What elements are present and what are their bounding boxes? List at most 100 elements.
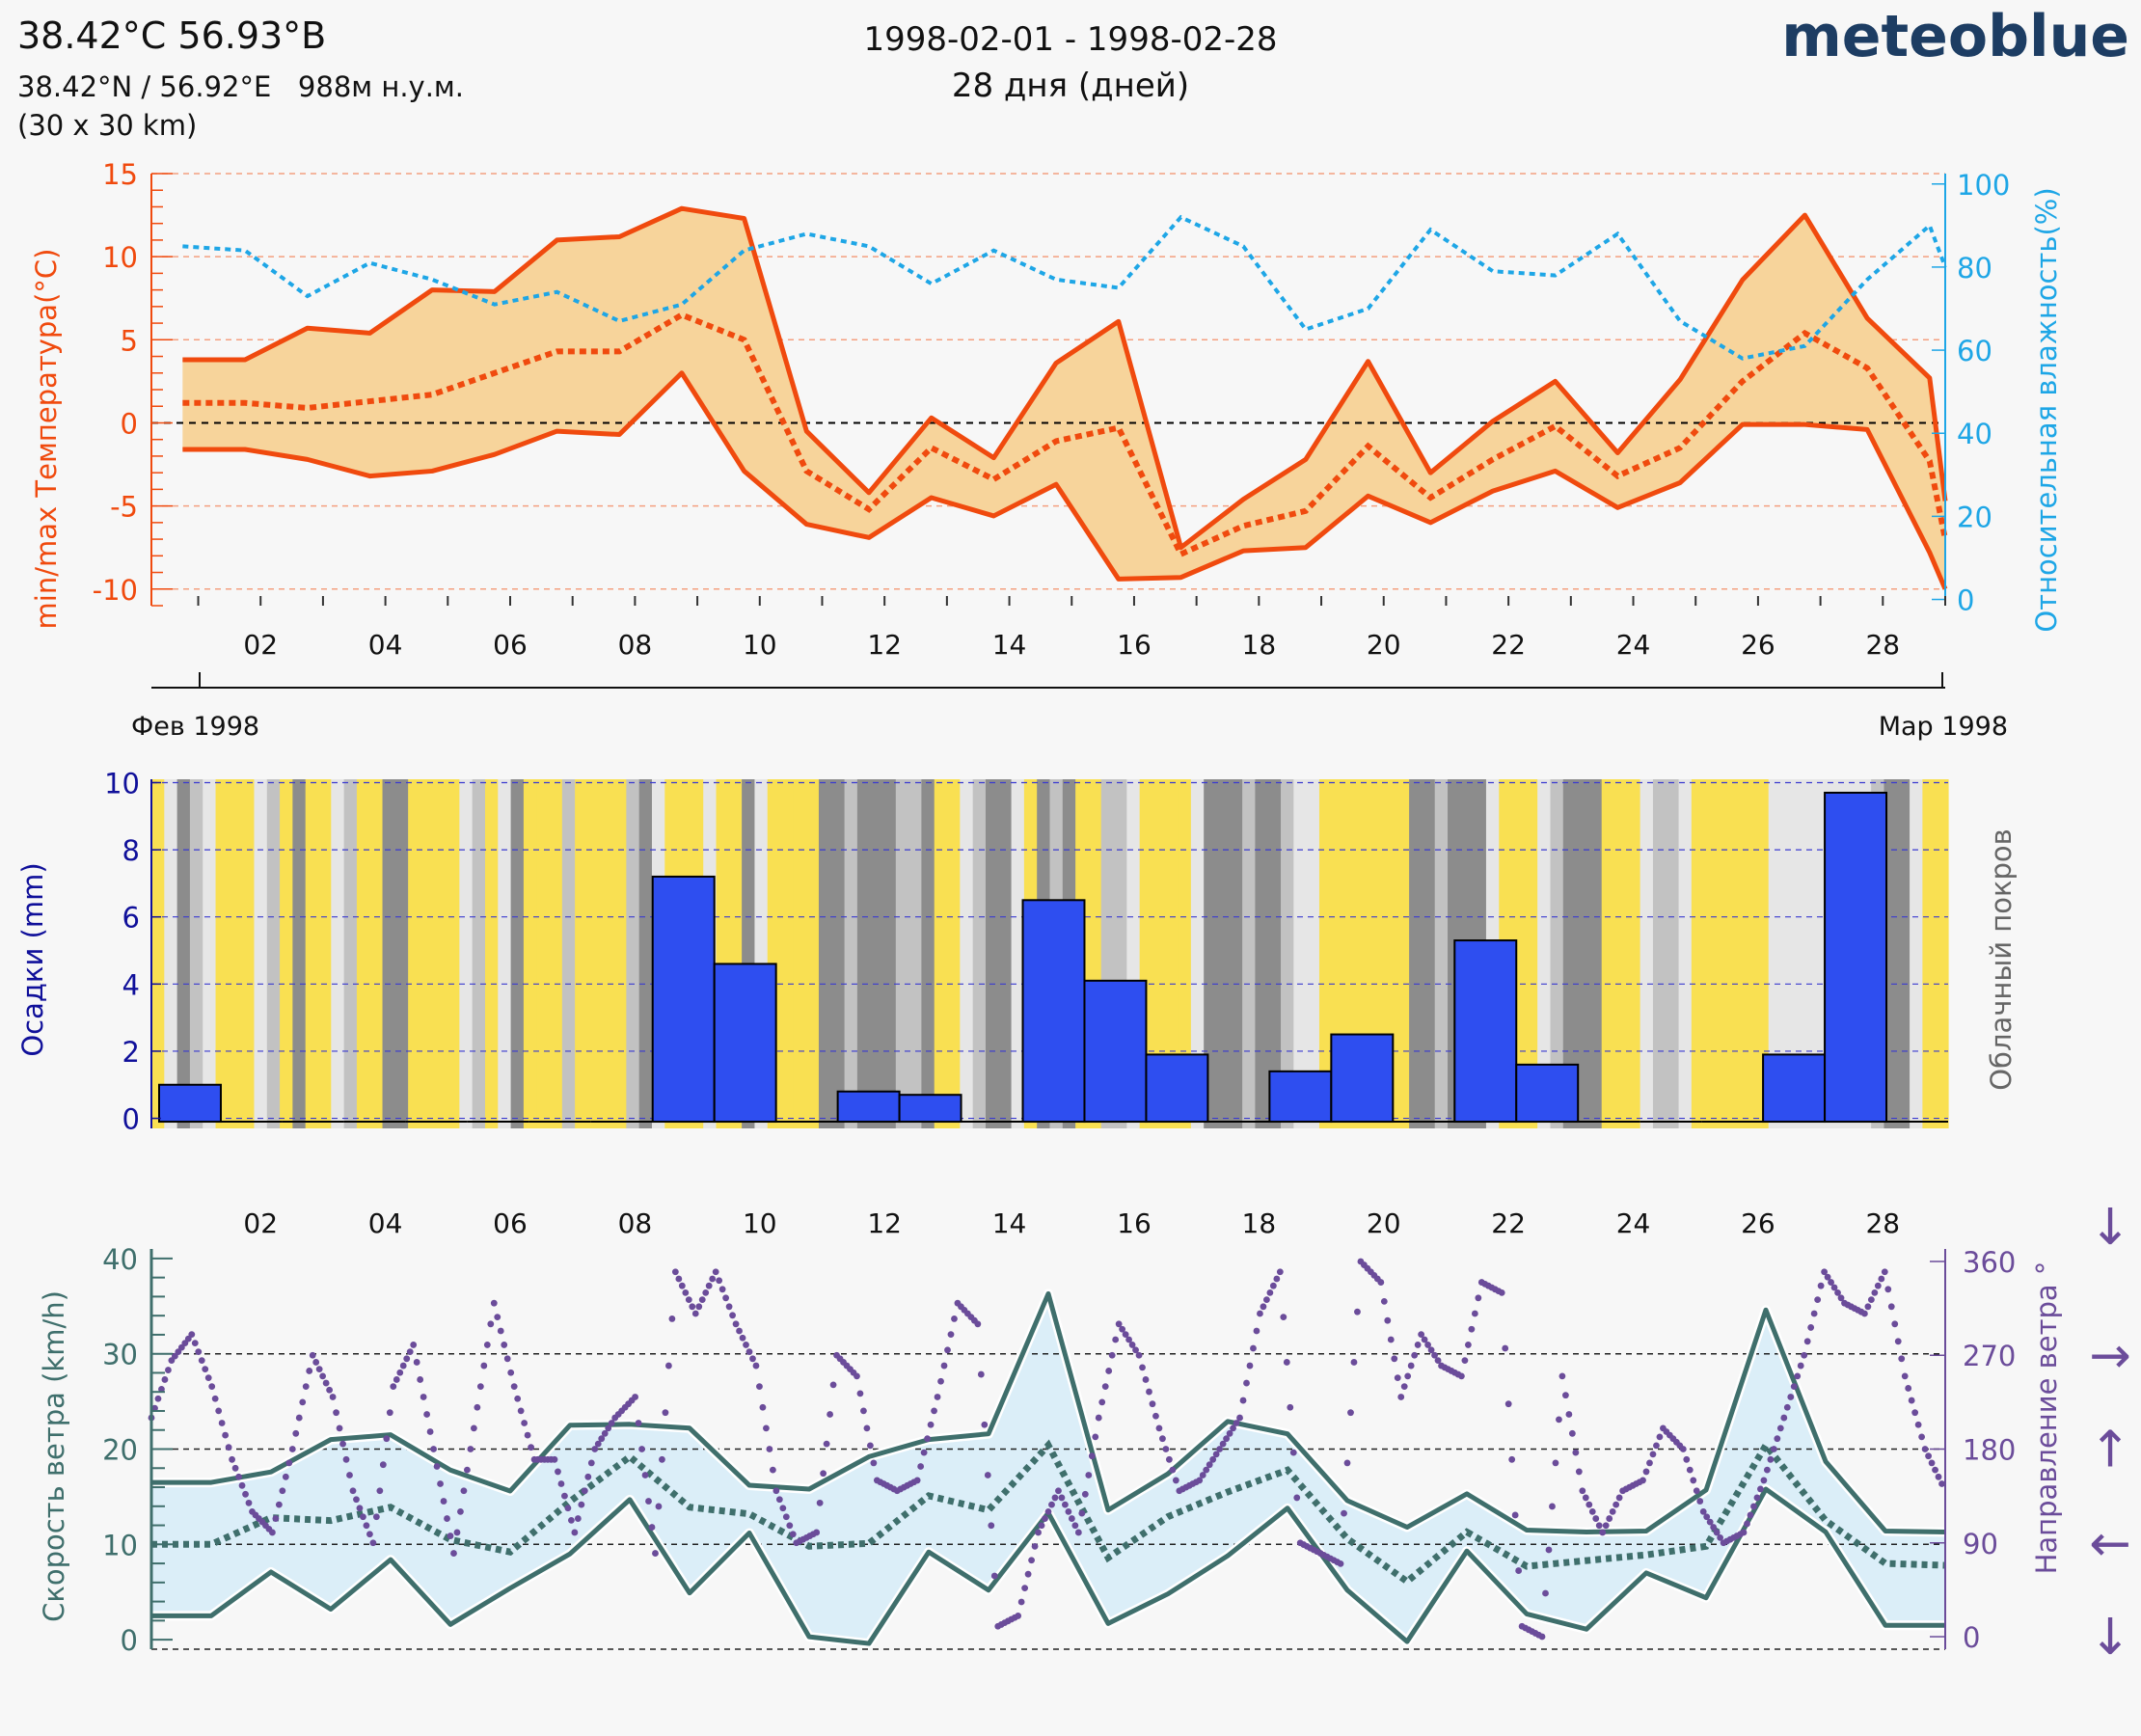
wind-direction-point xyxy=(1280,1314,1287,1321)
wind-direction-point xyxy=(1209,1455,1217,1463)
wind-direction-point xyxy=(299,1398,307,1406)
cloud-cover-band xyxy=(331,779,345,1128)
wind-direction-point xyxy=(668,1316,676,1322)
wind-direction-point xyxy=(860,1407,867,1415)
wind-direction-point xyxy=(1434,1357,1442,1365)
wind-direction-point xyxy=(356,1505,364,1512)
wind-direction-point xyxy=(430,1446,437,1452)
wind-direction-point xyxy=(188,1331,196,1339)
day-label: 12 xyxy=(867,629,902,661)
wind-direction-point xyxy=(1414,1342,1422,1348)
wind-direction-point xyxy=(390,1383,397,1391)
wind-direction-point xyxy=(736,1327,743,1335)
wind-direction-point xyxy=(1196,1477,1204,1484)
humidity-tick-label: 0 xyxy=(1957,584,1974,617)
cloud-cover-band xyxy=(1409,779,1423,1128)
wind-direction-point xyxy=(1935,1473,1942,1480)
wind-direction-point xyxy=(417,1376,424,1383)
cloud-cover-band xyxy=(1216,779,1231,1128)
wind-direction-point xyxy=(1699,1507,1707,1515)
wind-direction-point xyxy=(1347,1409,1354,1417)
wind-direction-point xyxy=(1068,1515,1075,1522)
wind-day-label: 16 xyxy=(1117,1207,1152,1239)
wind-direction-point xyxy=(312,1359,320,1366)
wind-direction-point xyxy=(470,1424,477,1432)
wind-direction-point xyxy=(557,1480,565,1487)
wind-direction-point xyxy=(1898,1355,1906,1363)
wind-direction-point xyxy=(1783,1403,1791,1411)
wind-direction-point xyxy=(1776,1424,1784,1432)
wind-direction-point xyxy=(944,1346,951,1354)
wind-direction-point xyxy=(1159,1435,1166,1443)
day-label: 16 xyxy=(1117,629,1152,661)
wind-direction-point xyxy=(1710,1524,1718,1531)
wind-direction-point xyxy=(1418,1331,1425,1339)
wind-direction-point xyxy=(1498,1288,1505,1296)
wind-direction-point xyxy=(295,1414,303,1422)
cloud-cover-band xyxy=(1781,779,1795,1128)
humidity-axis-label: Относительная влажность(%) xyxy=(2030,187,2063,632)
wind-direction-point xyxy=(1253,1327,1260,1335)
wind-direction-point xyxy=(282,1473,289,1480)
wind-direction-point xyxy=(1337,1560,1344,1567)
wind-direction-point xyxy=(712,1268,719,1276)
wind-direction-point xyxy=(1132,1346,1139,1354)
wind-direction-point xyxy=(326,1386,334,1394)
wind-direction-point xyxy=(1794,1372,1802,1380)
wind-direction-point xyxy=(353,1496,360,1504)
wind-direction-point xyxy=(238,1481,246,1489)
wind-day-label: 08 xyxy=(618,1207,653,1239)
wind-direction-point xyxy=(920,1449,928,1456)
cloud-cover-band xyxy=(151,779,165,1128)
cloud-cover-band xyxy=(1306,779,1320,1128)
cloud-cover-band xyxy=(266,779,281,1128)
wind-direction-point xyxy=(1283,1359,1290,1366)
day-label: 18 xyxy=(1242,629,1277,661)
day-label: 28 xyxy=(1865,629,1900,661)
wind-direction-point xyxy=(718,1286,726,1293)
cloud-cover-band xyxy=(280,779,293,1128)
wind-direction-point xyxy=(1230,1424,1236,1432)
cloud-cover-band xyxy=(1666,779,1680,1128)
temperature-axis-label: min/max Температура(°C) xyxy=(30,249,63,630)
wind-direction-point xyxy=(1269,1282,1277,1289)
wind-direction-point xyxy=(1085,1472,1093,1478)
wind-direction-point xyxy=(772,1487,780,1495)
wind-direction-point xyxy=(555,1468,561,1476)
cloud-cover-band xyxy=(1691,779,1705,1128)
wind-direction-point xyxy=(655,1503,663,1510)
wind-direction-point xyxy=(1260,1303,1267,1311)
wind-direction-point xyxy=(1750,1503,1757,1510)
wind-direction-point xyxy=(1155,1424,1163,1432)
wind-direction-point xyxy=(705,1282,713,1289)
wind-direction-point xyxy=(333,1409,339,1417)
wind-direction-point xyxy=(399,1362,407,1370)
wind-direction-point xyxy=(507,1369,515,1376)
wind-direction-point xyxy=(863,1424,871,1432)
precipitation-bar xyxy=(898,1094,962,1124)
wind-direction-point xyxy=(444,1515,450,1522)
wind-direction-point xyxy=(1874,1282,1882,1289)
wind-direction-point xyxy=(1706,1518,1714,1526)
precipitation-bar xyxy=(836,1090,901,1124)
wind-direction-point xyxy=(759,1403,767,1411)
wind-direction-point xyxy=(1565,1411,1573,1418)
cloud-cover-band xyxy=(1614,779,1628,1128)
wind-direction-point xyxy=(937,1377,944,1385)
wind-direction-point xyxy=(584,1473,592,1480)
wind-direction-point xyxy=(336,1424,343,1432)
cloud-cover-band xyxy=(1242,779,1257,1128)
wind-direction-point xyxy=(279,1487,286,1495)
wind-direction-point xyxy=(202,1366,209,1373)
cloud-cover-band xyxy=(1396,779,1410,1128)
cloud-axis-label: Облачный покров xyxy=(1985,828,2018,1091)
precipitation-bar xyxy=(158,1083,222,1124)
cloud-cover-band xyxy=(382,779,396,1128)
direction-tick-label: 270 xyxy=(1963,1340,2016,1372)
wind-direction-point xyxy=(1142,1376,1150,1383)
wind-direction-point xyxy=(1615,1494,1623,1502)
cloud-cover-band xyxy=(947,779,961,1128)
wind-direction-point xyxy=(1740,1529,1748,1536)
wind-direction-point xyxy=(433,1463,441,1470)
